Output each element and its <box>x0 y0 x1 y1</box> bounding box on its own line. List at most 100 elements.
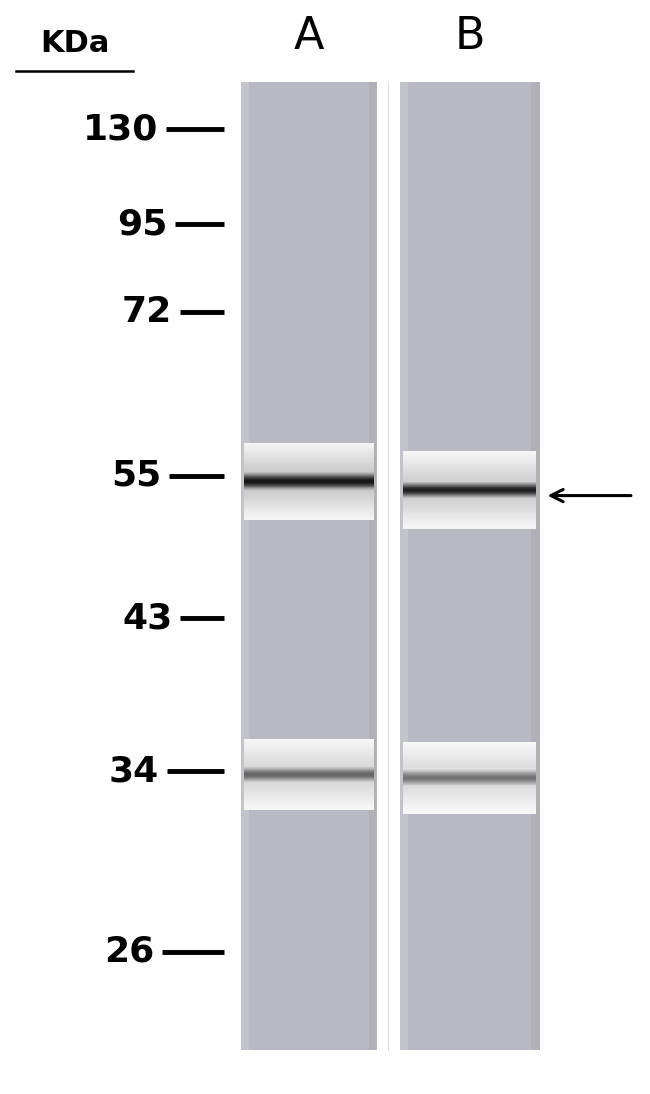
Bar <box>244 795 374 798</box>
Bar <box>403 523 536 525</box>
Bar <box>244 799 374 801</box>
Bar <box>244 763 374 765</box>
Bar <box>403 487 536 489</box>
Bar <box>244 793 374 795</box>
Bar <box>403 759 536 761</box>
Bar <box>403 490 536 492</box>
Bar <box>244 458 374 461</box>
Bar <box>244 501 374 503</box>
Bar <box>403 745 536 747</box>
Bar <box>403 805 536 806</box>
Bar <box>403 482 536 485</box>
Bar <box>244 777 374 779</box>
Bar <box>244 759 374 760</box>
Bar <box>531 82 540 1050</box>
Bar <box>244 803 374 804</box>
Bar <box>244 770 374 772</box>
Bar <box>403 811 536 813</box>
Bar <box>403 469 536 472</box>
Bar <box>244 477 374 479</box>
Bar <box>403 795 536 798</box>
Bar <box>244 464 374 466</box>
Bar <box>244 776 374 777</box>
Text: KDa: KDa <box>40 28 109 58</box>
Bar <box>403 796 536 799</box>
Bar <box>403 463 536 465</box>
Bar <box>244 807 374 810</box>
Bar <box>244 778 374 780</box>
Bar <box>403 800 536 802</box>
Bar <box>244 748 374 750</box>
Bar <box>403 516 536 519</box>
Bar <box>244 753 374 755</box>
Bar <box>244 755 374 757</box>
Bar <box>369 82 377 1050</box>
Bar <box>403 747 536 748</box>
Bar <box>244 749 374 752</box>
Bar <box>244 517 374 520</box>
Bar <box>244 455 374 457</box>
Bar <box>244 472 374 474</box>
Bar <box>244 804 374 805</box>
Bar <box>244 475 374 477</box>
Bar <box>403 804 536 805</box>
Bar <box>403 472 536 474</box>
Bar <box>244 764 374 766</box>
Bar <box>400 82 540 1050</box>
Bar <box>403 770 536 772</box>
Bar <box>403 517 536 520</box>
Bar <box>244 470 374 473</box>
Bar <box>244 513 374 515</box>
Bar <box>403 788 536 790</box>
Bar <box>403 486 536 488</box>
Bar <box>244 746 374 747</box>
Bar <box>403 765 536 766</box>
Bar <box>403 768 536 770</box>
Bar <box>244 492 374 494</box>
Bar <box>244 747 374 748</box>
Bar <box>403 783 536 785</box>
Bar <box>240 82 249 1050</box>
Bar <box>403 787 536 789</box>
Bar <box>244 745 374 746</box>
Bar <box>403 480 536 482</box>
Bar <box>403 749 536 750</box>
Bar <box>403 767 536 769</box>
Bar <box>244 459 374 462</box>
Bar <box>403 479 536 481</box>
Bar <box>403 492 536 494</box>
Bar <box>244 768 374 770</box>
Bar <box>403 756 536 758</box>
Bar <box>244 769 374 771</box>
Bar <box>403 524 536 526</box>
Bar <box>403 462 536 464</box>
Bar <box>403 478 536 480</box>
Bar <box>244 463 374 465</box>
Bar <box>403 773 536 776</box>
Bar <box>403 500 536 502</box>
Bar <box>244 750 374 753</box>
Bar <box>403 761 536 763</box>
Bar <box>403 782 536 784</box>
Bar <box>403 755 536 757</box>
Bar <box>244 456 374 458</box>
Bar <box>244 791 374 793</box>
Bar <box>244 779 374 781</box>
Bar <box>244 756 374 758</box>
Bar <box>244 510 374 512</box>
Bar <box>403 742 536 744</box>
Bar <box>244 461 374 463</box>
Bar <box>403 507 536 509</box>
Bar <box>244 509 374 511</box>
Bar <box>403 456 536 458</box>
Bar <box>403 801 536 803</box>
Bar <box>403 771 536 773</box>
Bar <box>244 783 374 785</box>
Bar <box>403 521 536 523</box>
Bar <box>403 452 536 454</box>
Bar <box>244 772 374 773</box>
Bar <box>403 511 536 513</box>
Bar <box>403 791 536 792</box>
Bar <box>244 498 374 500</box>
Bar <box>244 801 374 802</box>
